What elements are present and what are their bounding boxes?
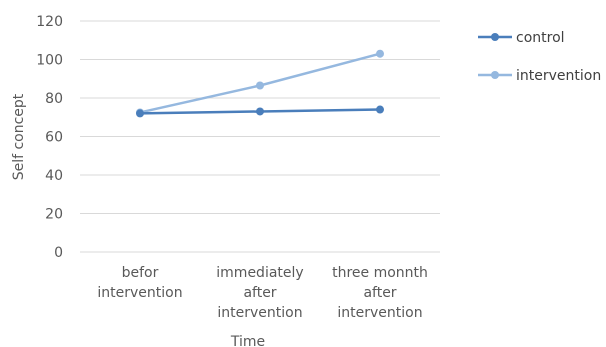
x-tick-label-line: after <box>243 285 276 301</box>
x-tick-label: immediately after intervention <box>216 265 303 321</box>
x-tick-label: three monnth after intervention <box>332 265 428 321</box>
legend-swatch-marker <box>491 33 499 41</box>
y-tick-label: 60 <box>45 130 63 146</box>
x-axis-title: Time <box>230 334 265 347</box>
gridlines <box>80 20 440 253</box>
series-lines <box>136 49 384 118</box>
x-tick-label-line: intervention <box>337 305 422 321</box>
x-axis-ticks: befor intervention immediately after interve… <box>97 265 428 321</box>
legend-swatch-marker <box>491 71 499 79</box>
legend: control intervention <box>478 30 601 84</box>
series-control <box>136 105 384 118</box>
data-point <box>256 81 264 90</box>
y-axis-title: Self concept <box>11 93 27 180</box>
data-point <box>256 107 264 116</box>
legend-label: control <box>516 30 565 46</box>
x-tick-label-line: intervention <box>97 285 182 301</box>
data-point <box>376 49 384 58</box>
x-tick-label-line: after <box>363 285 396 301</box>
y-axis-ticks: 0 20 40 60 80 100 120 <box>36 14 63 261</box>
legend-item-intervention: intervention <box>478 68 601 84</box>
data-point <box>136 109 144 118</box>
data-point <box>376 105 384 114</box>
legend-item-control: control <box>478 30 565 46</box>
x-tick-label-line: intervention <box>217 305 302 321</box>
x-tick-label: befor intervention <box>97 265 182 301</box>
y-tick-label: 40 <box>45 168 63 184</box>
y-tick-label: 100 <box>36 53 63 69</box>
y-tick-label: 0 <box>54 245 63 261</box>
y-tick-label: 120 <box>36 14 63 30</box>
y-tick-label: 80 <box>45 91 63 107</box>
x-tick-label-line: befor <box>122 265 159 281</box>
x-tick-label-line: three monnth <box>332 265 428 281</box>
y-tick-label: 20 <box>45 207 63 223</box>
legend-label: intervention <box>516 68 601 84</box>
x-tick-label-line: immediately <box>216 265 303 281</box>
